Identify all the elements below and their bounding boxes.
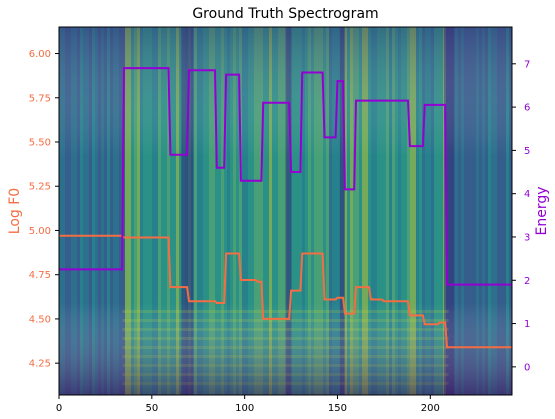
y-axis-right-label: Energy [534,186,550,235]
y-left-tick-label: 5.75 [29,93,51,104]
series-log-f0 [59,234,512,349]
y-right-tick-label: 1 [524,319,530,330]
y-right-tick-label: 3 [524,232,530,243]
series-layer [59,67,512,349]
plot-frame [58,26,513,396]
x-tick-label: 100 [235,403,254,414]
x-tick-label: 0 [56,403,62,414]
y-right-tick-label: 0 [524,362,530,373]
y-right-tick-label: 5 [524,146,530,157]
x-tick-label: 200 [421,403,440,414]
y-right-tick-label: 4 [524,189,530,200]
y-left-tick-label: 4.50 [29,314,51,325]
y-right-tick-label: 6 [524,103,530,114]
y-axis-left: 4.25 4.50 4.75 5.00 5.25 5.50 5.75 6.00 [29,49,59,370]
y-left-tick-label: 6.00 [29,49,51,60]
chart-title: Ground Truth Spectrogram [192,6,378,22]
x-axis: 0 50 100 150 200 [56,395,440,414]
x-tick-label: 150 [328,403,347,414]
y-right-tick-label: 2 [524,276,530,287]
y-left-tick-label: 4.75 [29,270,51,281]
y-left-tick-label: 5.25 [29,182,51,193]
spectrogram-heatmap [59,27,512,395]
y-left-tick-label: 5.00 [29,226,51,237]
y-right-tick-label: 7 [524,59,530,70]
x-tick-label: 50 [145,403,158,414]
y-left-tick-label: 5.50 [29,138,51,149]
series-energy [59,67,512,286]
y-axis-left-label: Log F0 [7,188,23,234]
y-axis-right: 0 1 2 3 4 5 6 7 [512,59,530,373]
y-left-tick-label: 4.25 [29,359,51,370]
